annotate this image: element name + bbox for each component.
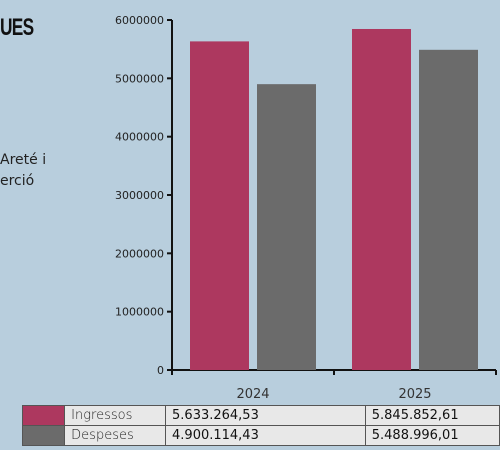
- y-tick-label: 3000000: [115, 189, 164, 202]
- legend-label-despeses: Despeses: [64, 425, 167, 446]
- table-row-ingressos: Ingressos 5.633.264,53 5.845.852,61: [21, 405, 500, 426]
- section-title-fragment: UES: [0, 14, 34, 41]
- table-cell-despeses-2025: 5.488.996,01: [364, 425, 500, 446]
- y-tick-label: 5000000: [115, 72, 164, 85]
- y-tick-label: 4000000: [115, 131, 164, 144]
- legend-label-ingressos: Ingressos: [64, 405, 167, 426]
- table-row-despeses: Despeses 4.900.114,43 5.488.996,01: [21, 425, 500, 446]
- description-text-fragment: Areté i erció: [0, 152, 47, 189]
- bar-ingressos-2024: [190, 41, 249, 370]
- data-table: Ingressos 5.633.264,53 5.845.852,61 Desp…: [21, 405, 500, 446]
- table-cell-despeses-2024: 4.900.114,43: [165, 425, 366, 446]
- table-cell-ingressos-2024: 5.633.264,53: [165, 405, 366, 426]
- bar-despeses-2024: [257, 84, 316, 371]
- y-tick-label: 0: [157, 364, 164, 377]
- y-tick-label: 1000000: [115, 306, 164, 319]
- bar-despeses-2025: [419, 49, 478, 371]
- legend-swatch-despeses: [21, 425, 66, 446]
- x-category-label: 2025: [398, 387, 431, 400]
- legend-swatch-ingressos: [21, 405, 66, 426]
- y-tick-label: 2000000: [115, 247, 164, 260]
- x-category-label: 2024: [236, 387, 269, 400]
- y-tick-label: 6000000: [115, 14, 164, 27]
- bar-chart: 0 1000000 2000000 3000000 4000000 5000000 6000…: [115, 14, 497, 400]
- bar-ingressos-2025: [352, 28, 411, 370]
- table-cell-ingressos-2025: 5.845.852,61: [364, 405, 500, 426]
